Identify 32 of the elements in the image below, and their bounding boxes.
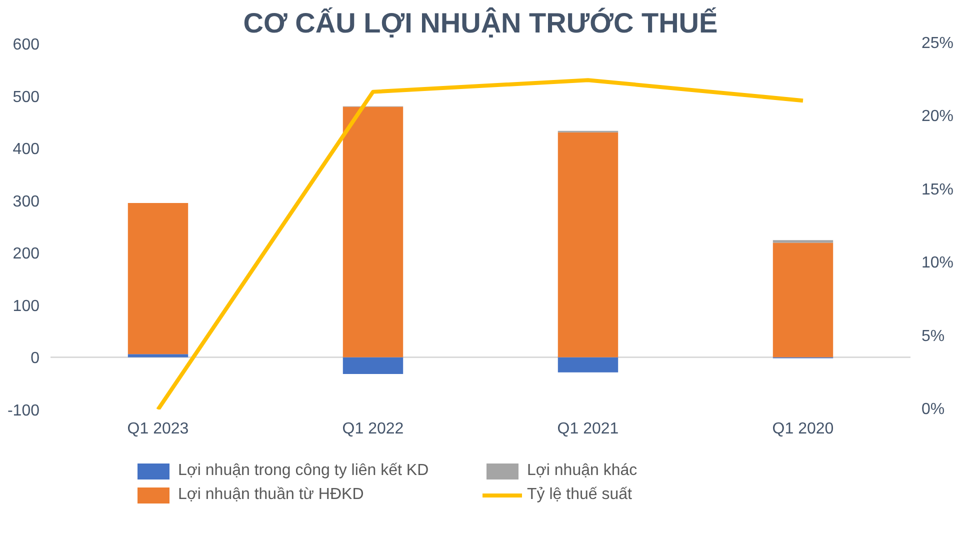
- bar: [342, 357, 404, 374]
- legend-label: Tỷ lệ thuế suất: [527, 486, 633, 504]
- x-tick-label: Q1 2020: [772, 420, 834, 438]
- bar: [772, 240, 834, 243]
- y-tick-label: 200: [12, 246, 40, 263]
- chart-title: CƠ CẤU LỢI NHUẬN TRƯỚC THUẾ: [243, 6, 718, 38]
- y-tick-label: 500: [12, 88, 40, 106]
- y-tick-label: -100: [7, 402, 40, 420]
- y2-tick-label: 0%: [922, 401, 945, 418]
- x-tick-label: Q1 2022: [342, 420, 404, 438]
- bar: [558, 132, 618, 358]
- y-tick-label: 100: [12, 298, 40, 315]
- x-tick-label: Q1 2023: [127, 420, 189, 438]
- y2-tick-label: 20%: [922, 108, 954, 126]
- line-series: [156, 78, 805, 410]
- y-tick-label: 300: [12, 193, 40, 210]
- legend-label: Lợi nhuận khác: [527, 462, 638, 480]
- bar: [558, 357, 618, 372]
- legend-label: Lợi nhuận trong công ty liên kết KD: [178, 462, 430, 480]
- y-tick-label: 400: [12, 141, 40, 158]
- legend-label: Lợi nhuận thuần từ HĐKD: [178, 486, 365, 504]
- y-tick-label: 600: [12, 36, 40, 54]
- bar: [772, 242, 834, 358]
- bar: [128, 202, 188, 354]
- bar: [128, 354, 188, 358]
- y2-tick-label: 5%: [922, 328, 945, 345]
- y2-tick-label: 10%: [922, 254, 954, 272]
- bar: [342, 106, 404, 358]
- x-tick-label: Q1 2021: [557, 420, 619, 438]
- y2-tick-label: 15%: [922, 181, 954, 198]
- y2-tick-label: 25%: [922, 35, 954, 52]
- y-tick-label: 0: [30, 350, 40, 368]
